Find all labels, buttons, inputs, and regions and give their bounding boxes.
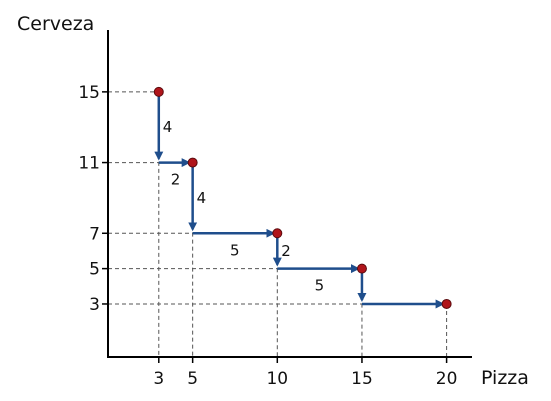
step-label-down: 2 [281,242,291,260]
data-point [153,86,164,97]
y-axis-title: Cerveza [17,13,94,35]
x-tick-label: 10 [266,369,288,389]
ticks: 3 5 10 15 20 15 11 7 5 3 [78,83,457,389]
data-point [441,298,452,309]
y-tick-label: 7 [89,224,100,244]
y-tick-label: 3 [89,295,100,315]
data-points [153,86,452,309]
x-axis-title: Pizza [481,367,529,389]
y-tick-label: 15 [78,83,100,103]
x-tick-label: 15 [351,369,373,389]
step-label-right: 5 [230,241,240,259]
step-arrows [154,91,445,309]
data-point [356,263,367,274]
data-point [272,228,283,239]
x-tick-label: 3 [153,369,164,389]
step-label-right: 2 [171,171,181,189]
x-tick-label: 5 [187,369,198,389]
y-tick-label: 11 [78,154,100,174]
x-tick-label: 20 [436,369,458,389]
data-point [187,157,198,168]
step-label-right: 5 [315,277,325,295]
step-label-down: 4 [197,189,207,207]
y-tick-label: 5 [89,260,100,280]
step-label-down: 4 [163,118,173,136]
